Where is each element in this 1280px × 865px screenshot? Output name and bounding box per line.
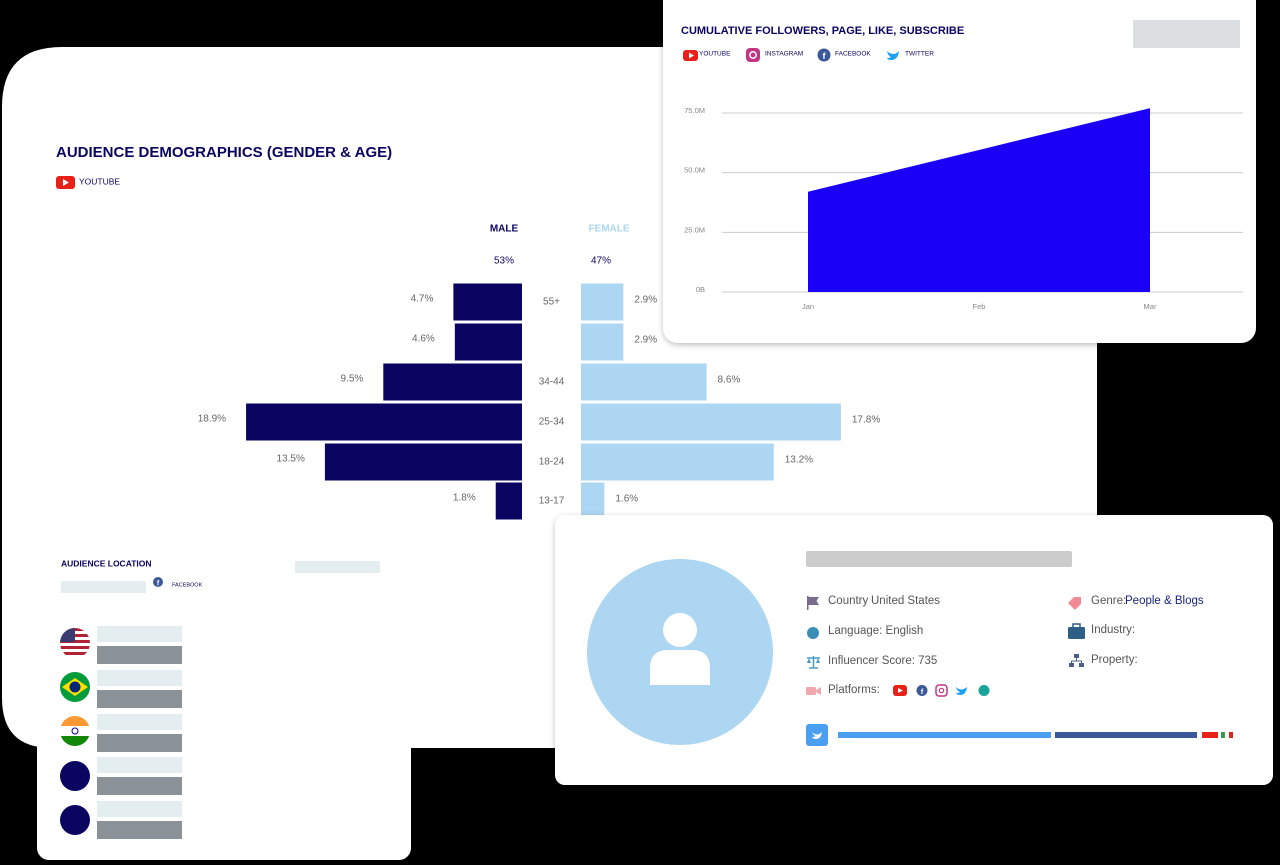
value-label: 18.9%	[198, 414, 226, 425]
value-label: 1.8%	[453, 493, 476, 504]
bar	[581, 363, 707, 401]
twitter-badge	[806, 724, 828, 746]
bar	[581, 283, 624, 321]
svg-text:f: f	[823, 51, 827, 61]
instagram-icon	[746, 48, 760, 62]
twitter-icon	[887, 51, 899, 60]
brazil-flag	[60, 672, 90, 702]
value-label: 2.9%	[634, 335, 657, 346]
legend-label: INSTAGRAM	[765, 51, 803, 58]
briefcase-icon	[1068, 623, 1085, 639]
category-label: 13-17	[539, 496, 565, 507]
youtube-icon	[683, 50, 698, 61]
category-label: 18-24	[539, 457, 565, 468]
placeholder	[295, 561, 380, 573]
legend-label: TWITTER	[905, 51, 934, 58]
value-label: 9.5%	[341, 374, 364, 385]
value-label: 1.6%	[615, 494, 638, 505]
value-label: 8.6%	[718, 375, 741, 386]
platforms-label: Platforms:	[828, 684, 880, 696]
value-label: 17.8%	[852, 415, 880, 426]
language: Language: English	[828, 625, 923, 637]
genre-value[interactable]: People & Blogs	[1125, 595, 1204, 607]
category-label: 34-44	[539, 377, 565, 388]
legend-label: FACEBOOK	[835, 51, 871, 58]
camera-icon	[806, 687, 821, 695]
youtube-icon	[56, 176, 75, 189]
followers-title: CUMULATIVE FOLLOWERS, PAGE, LIKE, SUBSCR…	[681, 25, 964, 37]
svg-text:f: f	[921, 687, 924, 696]
x-tick-label: Jan	[802, 302, 814, 311]
y-tick-label: 75.0M	[684, 106, 705, 115]
bar	[581, 323, 624, 361]
platform-label: FACEBOOK	[172, 582, 203, 588]
category-label: 55+	[543, 297, 560, 308]
hierarchy-icon	[1069, 654, 1084, 667]
bar	[581, 403, 841, 441]
pyramid-chart: MALE FEMALE 53% 47% 55+ 4.7% 2.9% 4.6% 2.9% 34-44…	[198, 224, 880, 520]
industry: Industry:	[1091, 624, 1135, 636]
bar	[383, 363, 522, 401]
bar	[246, 403, 522, 441]
tag-icon	[1068, 597, 1081, 610]
legend-label: YOUTUBE	[699, 51, 731, 58]
area	[808, 108, 1150, 292]
placeholder	[1133, 20, 1240, 48]
placeholder	[61, 581, 146, 593]
bar	[324, 443, 522, 481]
location-bars	[97, 626, 182, 839]
us-flag	[60, 628, 90, 658]
value-label: 13.2%	[785, 455, 813, 466]
genre-label: Genre:	[1091, 595, 1126, 607]
value-label: 2.9%	[634, 295, 657, 306]
area-chart: YOUTUBE INSTAGRAM FACEBOOK TWITTER 0B 25.0M 50…	[684, 51, 1243, 311]
value-label: 4.6%	[412, 334, 435, 345]
value-label: 4.7%	[411, 294, 434, 305]
category-label: 25-34	[539, 417, 565, 428]
avatar	[587, 559, 773, 745]
value-label: 13.5%	[277, 454, 305, 465]
series-name: MALE	[490, 224, 519, 235]
series-total: 47%	[591, 256, 611, 267]
scale-icon	[807, 656, 820, 669]
svg-text:f: f	[157, 580, 160, 587]
bar	[581, 443, 774, 481]
flag	[60, 805, 90, 835]
platform-share-bar	[838, 731, 1233, 739]
series-name: FEMALE	[588, 224, 629, 235]
country-value: United States	[871, 595, 940, 607]
x-tick-label: Mar	[1144, 302, 1157, 311]
india-flag	[60, 716, 90, 746]
facebook-icon: f	[153, 577, 163, 587]
facebook-icon: f	[817, 48, 831, 62]
bar	[454, 323, 522, 361]
platform-icons: f	[893, 684, 990, 697]
placeholder	[806, 551, 1072, 567]
y-tick-label: 0B	[696, 285, 705, 294]
series-total: 53%	[494, 256, 514, 267]
country-label: Country	[828, 595, 869, 607]
platform-label: YOUTUBE	[79, 176, 120, 186]
demographics-title: AUDIENCE DEMOGRAPHICS (GENDER & AGE)	[56, 144, 392, 161]
globe-icon	[807, 627, 819, 639]
x-tick-label: Feb	[973, 302, 986, 311]
flag	[60, 761, 90, 791]
location-title: AUDIENCE LOCATION	[61, 558, 152, 568]
bar	[453, 283, 522, 321]
bar	[581, 482, 605, 520]
y-tick-label: 25.0M	[684, 225, 705, 234]
bar	[495, 482, 522, 520]
score: Influencer Score: 735	[828, 655, 937, 667]
y-tick-label: 50.0M	[684, 166, 705, 175]
property: Property:	[1091, 654, 1138, 666]
flag-icon	[807, 596, 819, 610]
